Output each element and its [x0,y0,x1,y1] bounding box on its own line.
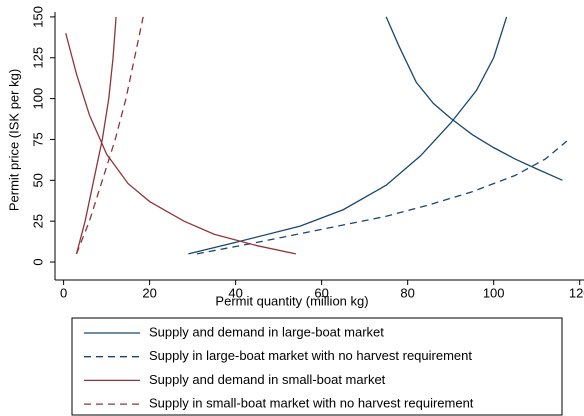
legend-label: Supply and demand in small-boat market [149,372,386,387]
x-tick-label: 100 [483,285,505,300]
legend-label: Supply and demand in large-boat market [149,324,384,339]
x-tick-label: 60 [314,285,328,300]
legend-box [71,317,563,416]
series-line [75,16,144,255]
y-axis-title: Permit price (ISK per kg) [6,69,21,211]
series-line [188,16,563,255]
legend-label: Supply in large-boat market with no harv… [149,348,472,363]
y-tick-label: 150 [30,6,45,28]
x-tick-label: 80 [400,285,414,300]
x-tick-label: 120 [569,285,584,300]
y-tick-label: 100 [30,88,45,110]
x-tick-label: 40 [228,285,242,300]
x-axis-title: Permit quantity (million kg) [215,293,368,308]
series-line [65,16,296,255]
legend-label: Supply in small-boat market with no harv… [149,396,474,411]
x-tick-label: 20 [142,285,156,300]
y-tick-label: 125 [30,47,45,69]
y-tick-label: 25 [30,214,45,228]
series-line [196,140,568,255]
y-tick-label: 50 [30,173,45,187]
y-tick-label: 0 [30,258,45,265]
y-tick-label: 75 [30,132,45,146]
x-tick-label: 0 [60,285,67,300]
